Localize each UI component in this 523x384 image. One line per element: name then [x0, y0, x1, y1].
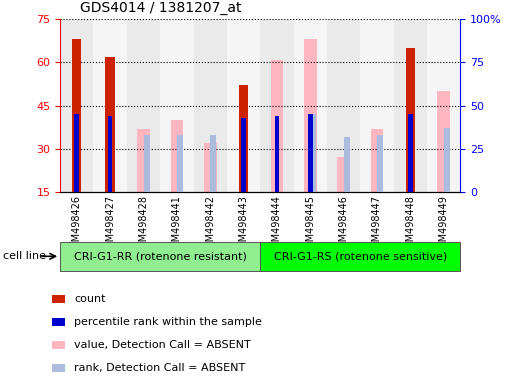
Bar [204, 143, 217, 192]
Bar [127, 19, 160, 192]
Bar [437, 91, 450, 192]
Bar [260, 19, 293, 192]
Bar [106, 57, 115, 192]
Text: cell line: cell line [3, 251, 46, 262]
Bar [144, 135, 150, 192]
Bar [405, 48, 415, 192]
Text: value, Detection Call = ABSENT: value, Detection Call = ABSENT [74, 340, 251, 350]
Bar [239, 86, 248, 192]
Bar [94, 19, 127, 192]
Bar [260, 242, 460, 271]
Bar [360, 19, 393, 192]
Bar [177, 135, 183, 192]
Bar [270, 60, 283, 192]
Bar [108, 116, 112, 192]
Bar [137, 129, 150, 192]
Bar [371, 129, 383, 192]
Bar [427, 19, 460, 192]
Bar [308, 114, 313, 192]
Bar [210, 135, 217, 192]
Bar [52, 318, 65, 326]
Text: percentile rank within the sample: percentile rank within the sample [74, 317, 262, 327]
Bar [160, 19, 194, 192]
Bar [394, 19, 427, 192]
Bar [52, 295, 65, 303]
Bar [60, 19, 94, 192]
Bar [377, 135, 383, 192]
Text: count: count [74, 294, 106, 304]
Bar [310, 114, 316, 192]
Bar [337, 157, 350, 192]
Bar [74, 114, 79, 192]
Bar [275, 116, 279, 192]
Bar [227, 19, 260, 192]
Bar [241, 118, 246, 192]
Bar [72, 40, 82, 192]
Bar [52, 341, 65, 349]
Text: rank, Detection Call = ABSENT: rank, Detection Call = ABSENT [74, 363, 245, 373]
Bar [293, 19, 327, 192]
Bar [194, 19, 227, 192]
Bar [344, 137, 350, 192]
Bar [170, 120, 183, 192]
Bar [304, 40, 316, 192]
Bar [52, 364, 65, 372]
Text: CRI-G1-RR (rotenone resistant): CRI-G1-RR (rotenone resistant) [74, 251, 247, 262]
Bar [408, 114, 413, 192]
Bar [327, 19, 360, 192]
Text: CRI-G1-RS (rotenone sensitive): CRI-G1-RS (rotenone sensitive) [274, 251, 447, 262]
Bar [444, 128, 450, 192]
Text: GDS4014 / 1381207_at: GDS4014 / 1381207_at [80, 2, 242, 15]
Bar [60, 242, 260, 271]
